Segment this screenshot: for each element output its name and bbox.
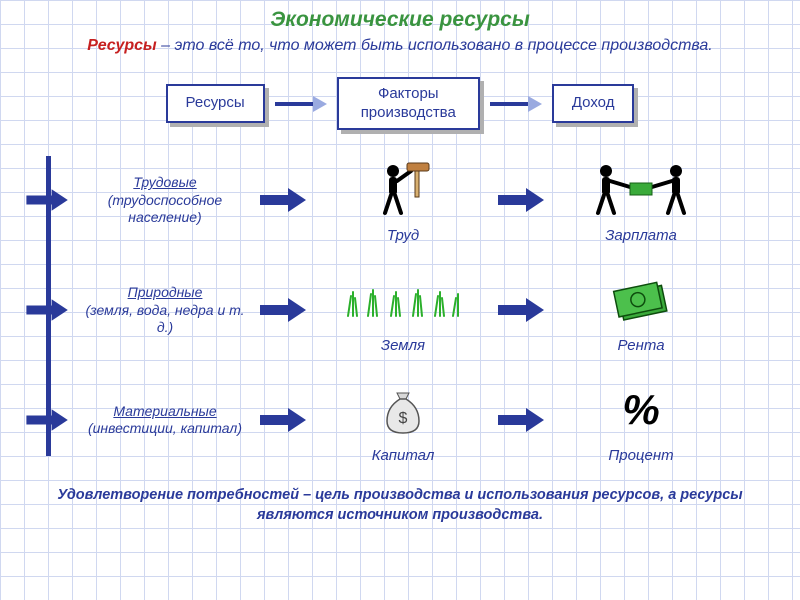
box-resources-label: Ресурсы: [186, 94, 245, 111]
subtitle: Ресурсы – это всё то, что может быть исп…: [20, 36, 780, 57]
arrow-icon: [260, 408, 308, 432]
subtitle-rest: – это всё то, что может быть использован…: [157, 37, 713, 54]
box-factors-l1: Факторы: [378, 85, 439, 102]
category-natural-head: Природные: [128, 284, 203, 300]
top-flow-row: Ресурсы Факторы производства Доход: [20, 77, 780, 131]
box-income-label: Доход: [572, 94, 615, 111]
branch-tick-1: [20, 156, 72, 244]
cash-icon: [606, 266, 676, 333]
arrow-material-to-factor: [258, 408, 310, 432]
arrow-icon: [260, 298, 308, 322]
subtitle-lead: Ресурсы: [87, 37, 156, 54]
money-bag-icon: $: [377, 376, 429, 443]
box-resources: Ресурсы: [166, 84, 265, 123]
factor-land-cell: Земля: [318, 266, 488, 354]
category-material-desc: (инвестиции, капитал): [88, 420, 242, 436]
money-exchange-icon: [586, 156, 696, 223]
factor-capital-label: Капитал: [372, 447, 435, 464]
arrow-icon: [26, 189, 69, 211]
svg-text:$: $: [399, 410, 408, 427]
box-factors-l2: производства: [361, 104, 456, 121]
category-labor: Трудовые (трудоспособное население): [80, 174, 250, 227]
income-salary-label: Зарплата: [605, 227, 677, 244]
footer-note: Удовлетворение потребностей – цель произ…: [20, 486, 780, 525]
diagram-content: Экономические ресурсы Ресурсы – это всё …: [0, 0, 800, 600]
arrow-icon: [498, 408, 546, 432]
income-rent-label: Рента: [617, 337, 664, 354]
income-percent-label: Процент: [608, 447, 673, 464]
category-natural-desc: (земля, вода, недра и т. д.): [85, 302, 244, 336]
category-material-head: Материальные: [113, 403, 216, 419]
arrow-icon: [260, 188, 308, 212]
arrow-icon: [498, 188, 546, 212]
percent-icon: %: [622, 376, 659, 443]
row-material: Материальные (инвестиции, капитал) $ Кап…: [20, 376, 780, 464]
income-percent-cell: % Процент: [556, 376, 726, 464]
grass-icon: [343, 266, 463, 333]
arrow-natural-to-income: [496, 298, 548, 322]
income-rent-cell: Рента: [556, 266, 726, 354]
arrow-labor-to-factor: [258, 188, 310, 212]
arrow-icon: [26, 299, 69, 321]
income-salary-cell: Зарплата: [556, 156, 726, 244]
arrow-icon: [498, 298, 546, 322]
category-natural: Природные (земля, вода, недра и т. д.): [80, 284, 250, 337]
hammer-worker-icon: [371, 156, 435, 223]
factor-labor-cell: Труд: [318, 156, 488, 244]
factor-capital-cell: $ Капитал: [318, 376, 488, 464]
box-factors: Факторы производства: [337, 77, 480, 131]
page-title: Экономические ресурсы: [20, 8, 780, 32]
arrow-labor-to-income: [496, 188, 548, 212]
category-labor-desc: (трудоспособное население): [108, 192, 222, 226]
factor-labor-label: Труд: [387, 227, 419, 244]
arrow-material-to-income: [496, 408, 548, 432]
row-labor: Трудовые (трудоспособное население): [20, 156, 780, 244]
arrow-icon: [26, 409, 69, 431]
row-natural: Природные (земля, вода, недра и т. д.): [20, 266, 780, 354]
arrow-factors-to-income: [490, 96, 542, 112]
branch-tick-3: [20, 376, 72, 464]
box-income: Доход: [552, 84, 635, 123]
arrow-natural-to-factor: [258, 298, 310, 322]
rows-area: Трудовые (трудоспособное население): [20, 156, 780, 464]
category-labor-head: Трудовые: [133, 174, 196, 190]
arrow-resources-to-factors: [275, 96, 327, 112]
category-material: Материальные (инвестиции, капитал): [80, 403, 250, 438]
factor-land-label: Земля: [381, 337, 425, 354]
branch-tick-2: [20, 266, 72, 354]
